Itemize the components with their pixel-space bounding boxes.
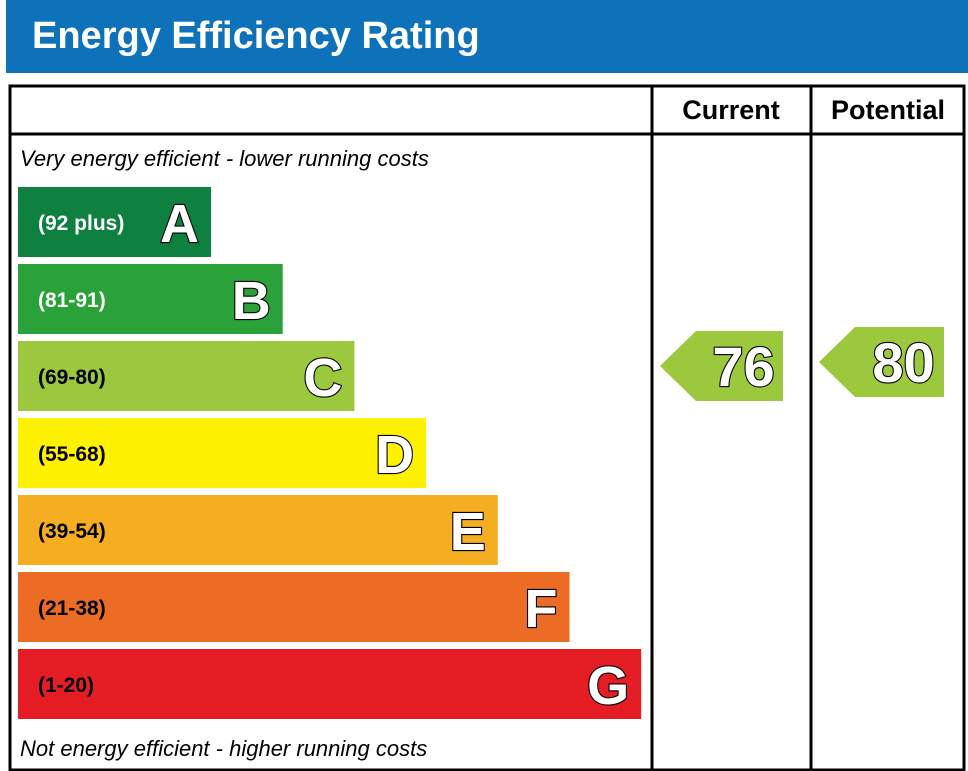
table-grid: [8, 84, 966, 771]
band-e-range: (39-54): [38, 520, 106, 543]
band-a-range: (92 plus): [38, 212, 124, 235]
band-d-letter: D: [375, 425, 414, 485]
potential-rating-arrow: [819, 327, 944, 397]
column-header-current: Current: [682, 95, 780, 125]
band-b-bar: [18, 264, 283, 334]
band-c-range: (69-80): [38, 366, 106, 389]
band-a-bar: [18, 187, 211, 257]
band-e-letter: E: [450, 502, 486, 562]
band-f-bar: [18, 572, 570, 642]
band-b-range: (81-91): [38, 289, 106, 312]
band-c-letter: C: [303, 348, 342, 408]
band-d-range: (55-68): [38, 443, 106, 466]
band-c-bar: [18, 341, 355, 411]
page-title: Energy Efficiency Rating: [6, 0, 968, 73]
band-g-bar: [18, 649, 642, 719]
band-g-range: (1-20): [38, 674, 94, 697]
column-header-potential: Potential: [831, 95, 945, 125]
rating-arrows: 76 80: [660, 327, 944, 401]
band-e-bar: [18, 495, 498, 565]
top-note: Very energy efficient - lower running co…: [20, 146, 429, 171]
current-rating-value: 76: [712, 335, 774, 398]
band-g-letter: G: [587, 656, 629, 716]
rating-bands: (92 plus) A (81-91) B (69-80) C (55-68) D (39-54…: [18, 187, 642, 719]
bottom-note: Not energy efficient - higher running co…: [20, 736, 427, 761]
current-rating-arrow: [660, 331, 783, 401]
band-f-letter: F: [525, 579, 558, 639]
band-a-letter: A: [160, 194, 199, 254]
band-b-letter: B: [232, 271, 271, 331]
potential-rating-value: 80: [872, 331, 934, 394]
band-d-bar: [18, 418, 427, 488]
band-f-range: (21-38): [38, 597, 106, 620]
